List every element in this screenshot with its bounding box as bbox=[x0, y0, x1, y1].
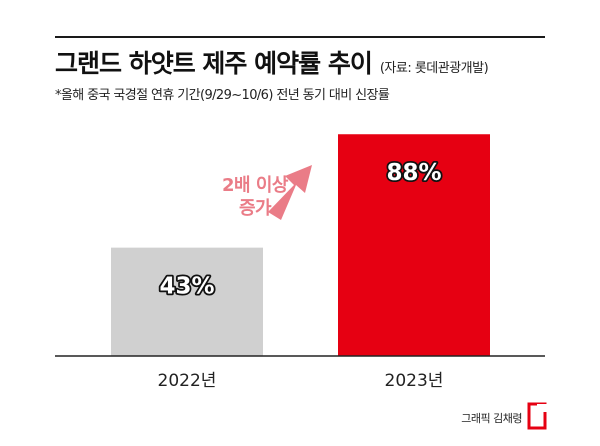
chart-title: 그랜드 하얏트 제주 예약률 추이 bbox=[55, 49, 373, 78]
growth-callout: 2배 이상 증가 bbox=[205, 174, 305, 220]
growth-arrow-icon bbox=[268, 165, 312, 220]
callout-line-1: 2배 이상 bbox=[222, 175, 288, 196]
category-label-2022: 2022년 bbox=[158, 371, 217, 391]
value-label-2022: 43% bbox=[159, 274, 214, 300]
graphic-credit: 그래픽 김채령 bbox=[461, 412, 522, 425]
bars-group bbox=[111, 134, 490, 356]
title-row: 그랜드 하얏트 제주 예약률 추이 (자료: 롯데관광개발) bbox=[55, 44, 489, 80]
labels-group: 43% 2022년 88% 2023년 bbox=[158, 158, 444, 391]
header-rule bbox=[55, 36, 545, 38]
bar-2023 bbox=[338, 134, 490, 356]
chart-note: *올해 중국 국경절 연휴 기간(9/29~10/6) 전년 동기 대비 신장률 bbox=[55, 88, 390, 103]
chart-source: (자료: 롯데관광개발) bbox=[379, 61, 489, 76]
value-label-2023: 88% bbox=[386, 160, 441, 186]
callout-line-2: 증가 bbox=[238, 198, 272, 219]
publisher-logo-icon bbox=[527, 402, 547, 430]
bar-2022 bbox=[111, 247, 263, 356]
category-label-2023: 2023년 bbox=[385, 371, 444, 391]
